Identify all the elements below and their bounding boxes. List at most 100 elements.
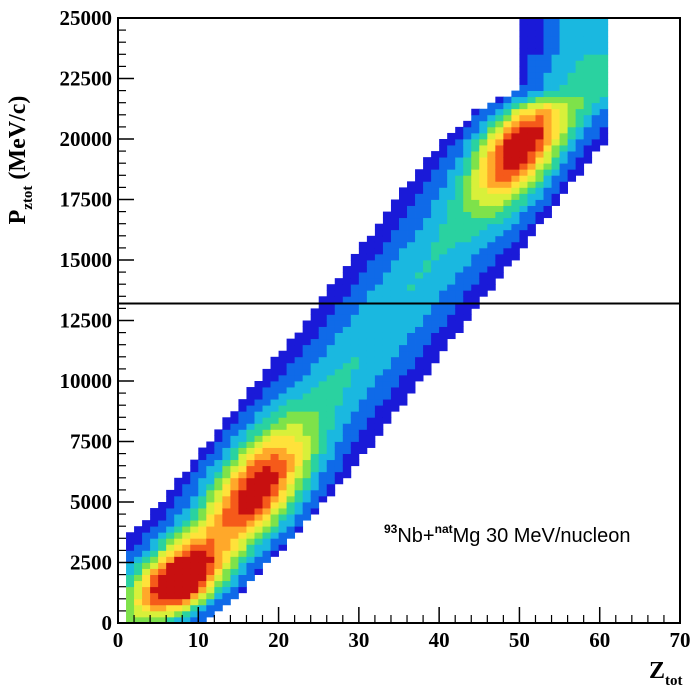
heatmap-bin (262, 393, 271, 400)
heatmap-bin (326, 411, 336, 418)
heatmap-bin (230, 556, 239, 563)
heatmap-bin (535, 163, 544, 170)
heatmap-bin (198, 544, 207, 551)
heatmap-bin (399, 217, 408, 225)
heatmap-bin (190, 544, 199, 551)
heatmap-bin (350, 429, 360, 436)
heatmap-bin (190, 586, 199, 594)
heatmap-bin (198, 538, 207, 545)
heatmap-bin (543, 114, 552, 122)
heatmap-bin (190, 520, 199, 527)
heatmap-bin (366, 284, 376, 291)
heatmap-bin (238, 465, 247, 473)
heatmap-bin (583, 30, 593, 37)
heatmap-bin (439, 247, 448, 255)
heatmap-bin (246, 508, 255, 515)
heatmap-bin (142, 520, 151, 527)
heatmap-bin (230, 586, 239, 594)
heatmap-bin (382, 405, 392, 412)
heatmap-bin (222, 514, 231, 521)
heatmap-bin (479, 217, 488, 225)
heatmap-bin (407, 320, 416, 327)
heatmap-bin (350, 278, 360, 285)
heatmap-bin (487, 193, 496, 200)
heatmap-bin (366, 320, 376, 327)
heatmap-bin (487, 199, 496, 206)
heatmap-bin (455, 187, 464, 194)
heatmap-bin (382, 368, 392, 376)
heatmap-bin (407, 187, 416, 194)
heatmap-bin (447, 187, 456, 194)
heatmap-bin (182, 538, 191, 545)
heatmap-bin (382, 260, 392, 267)
heatmap-bin (463, 217, 472, 225)
heatmap-bin (318, 483, 328, 491)
heatmap-bin (126, 580, 135, 588)
heatmap-bin (439, 302, 448, 309)
heatmap-bin (134, 532, 143, 539)
heatmap-bin (407, 338, 416, 346)
heatmap-bin (407, 332, 416, 340)
heatmap-bin (198, 550, 207, 557)
heatmap-bin (479, 260, 488, 267)
heatmap-bin (302, 344, 312, 352)
heatmap-bin (479, 284, 488, 291)
heatmap-bin (382, 253, 392, 261)
heatmap-bin (366, 374, 376, 382)
heatmap-bin (214, 568, 223, 575)
heatmap-bin (214, 441, 223, 448)
heatmap-bin (302, 453, 312, 461)
heatmap-bin (599, 24, 609, 31)
heatmap-bin (334, 314, 344, 321)
heatmap-bin (270, 544, 279, 551)
heatmap-bin (270, 393, 279, 400)
heatmap-bin (543, 24, 552, 31)
heatmap-bin (519, 193, 528, 200)
heatmap-bin (302, 374, 312, 382)
heatmap-bin (407, 381, 416, 388)
x-tick-label: 30 (348, 628, 369, 652)
heatmap-bin (415, 308, 424, 315)
heatmap-bin (559, 108, 568, 116)
heatmap-bin (487, 260, 496, 267)
heatmap-bin (174, 520, 183, 527)
heatmap-bin (567, 60, 577, 67)
heatmap-bin (326, 489, 336, 497)
heatmap-bin (511, 235, 520, 243)
heatmap-bin (174, 574, 183, 582)
heatmap-bin (374, 253, 384, 261)
heatmap-bin (519, 151, 528, 158)
heatmap-bin (342, 429, 352, 436)
heatmap-bin (286, 508, 296, 515)
heatmap-bin (591, 126, 601, 134)
heatmap-bin (246, 399, 255, 406)
heatmap-bin (431, 181, 440, 188)
heatmap-bin (431, 223, 440, 231)
heatmap-bin (318, 314, 328, 321)
heatmap-bin (471, 157, 480, 164)
heatmap-bin (495, 187, 504, 194)
heatmap-bin (206, 483, 215, 491)
heatmap-bin (415, 374, 424, 382)
heatmap-bin (583, 66, 593, 73)
heatmap-bin (334, 356, 344, 364)
heatmap-bin (246, 471, 255, 479)
heatmap-bin (431, 314, 440, 321)
heatmap-bin (246, 532, 255, 539)
heatmap-bin (126, 616, 135, 624)
heatmap-bin (358, 356, 368, 364)
heatmap-bin (527, 193, 536, 200)
heatmap-bin (479, 205, 488, 212)
heatmap-bin (551, 102, 560, 110)
heatmap-bin (511, 187, 520, 194)
heatmap-bin (366, 362, 376, 370)
heatmap-bin (471, 163, 480, 170)
heatmap-bin (278, 508, 287, 515)
heatmap-bin (278, 538, 287, 545)
heatmap-bin (358, 278, 368, 285)
heatmap-bin (479, 278, 488, 285)
heatmap-bin (238, 405, 247, 412)
heatmap-bin (583, 102, 593, 110)
heatmap-bin (455, 296, 464, 303)
heatmap-bin (318, 399, 328, 406)
